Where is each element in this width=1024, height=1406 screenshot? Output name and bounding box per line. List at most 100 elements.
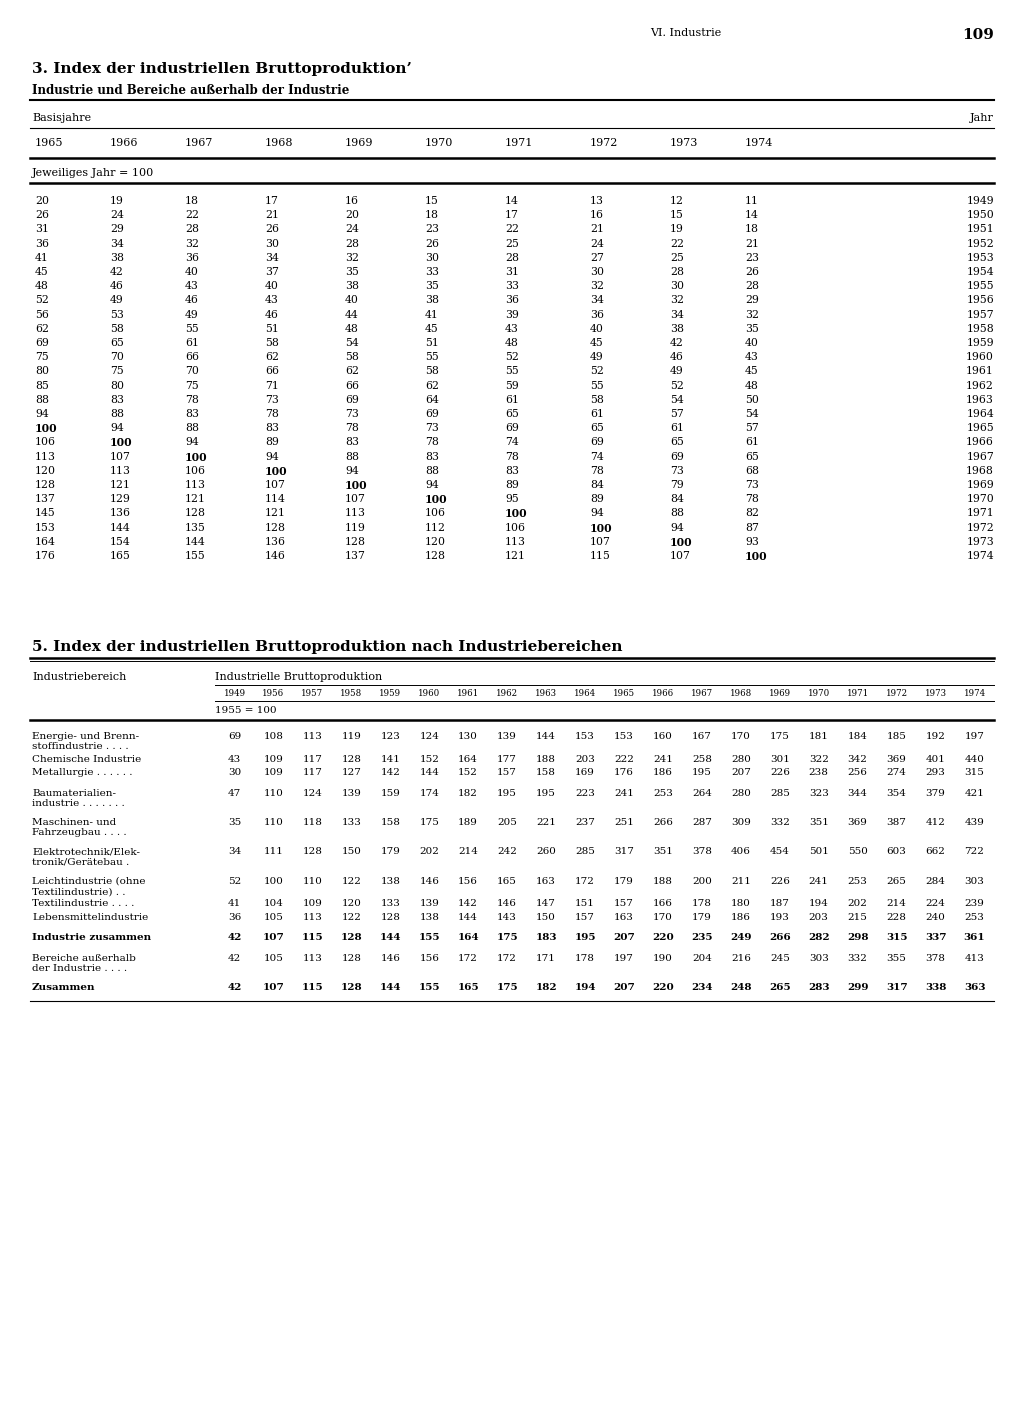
Text: 46: 46 [110,281,124,291]
Text: 75: 75 [110,367,124,377]
Text: 93: 93 [745,537,759,547]
Text: 1959: 1959 [379,689,401,697]
Text: 215: 215 [848,912,867,922]
Text: 106: 106 [425,509,446,519]
Text: 82: 82 [745,509,759,519]
Text: 242: 242 [498,848,517,856]
Text: 73: 73 [345,409,358,419]
Text: 214: 214 [458,848,478,856]
Text: 1962: 1962 [966,381,994,391]
Text: 69: 69 [590,437,604,447]
Text: 65: 65 [110,337,124,349]
Text: 184: 184 [848,733,867,741]
Text: 145: 145 [35,509,55,519]
Text: 106: 106 [35,437,56,447]
Text: 253: 253 [965,912,984,922]
Text: 59: 59 [505,381,519,391]
Text: 120: 120 [341,900,361,908]
Text: 3. Index der industriellen Bruttoproduktion’: 3. Index der industriellen Bruttoprodukt… [32,62,412,76]
Text: 188: 188 [537,755,556,763]
Text: 100: 100 [110,437,133,449]
Text: 70: 70 [110,352,124,363]
Text: 221: 221 [537,818,556,827]
Text: 185: 185 [887,733,906,741]
Text: 54: 54 [670,395,684,405]
Text: 260: 260 [537,848,556,856]
Text: 216: 216 [731,955,751,963]
Text: 20: 20 [345,211,359,221]
Text: 1968: 1968 [966,465,994,475]
Text: 172: 172 [458,955,478,963]
Text: 83: 83 [265,423,279,433]
Text: 61: 61 [185,337,199,349]
Text: 28: 28 [345,239,359,249]
Text: 152: 152 [458,768,478,778]
Text: 344: 344 [848,789,867,797]
Text: 49: 49 [110,295,124,305]
Text: 137: 137 [35,494,56,505]
Text: 66: 66 [265,367,279,377]
Text: 207: 207 [613,984,635,993]
Text: 11: 11 [745,195,759,207]
Text: 1971: 1971 [505,138,534,148]
Text: 121: 121 [185,494,206,505]
Text: 1974: 1974 [967,551,994,561]
Text: 42: 42 [227,934,242,942]
Text: 66: 66 [185,352,199,363]
Text: 24: 24 [110,211,124,221]
Text: 5. Index der industriellen Bruttoproduktion nach Industriebereichen: 5. Index der industriellen Bruttoprodukt… [32,640,623,654]
Text: 40: 40 [345,295,358,305]
Text: 43: 43 [228,755,241,763]
Text: 155: 155 [419,984,440,993]
Text: 1960: 1960 [966,352,994,363]
Text: 1965: 1965 [35,138,63,148]
Text: 94: 94 [110,423,124,433]
Text: 14: 14 [505,195,519,207]
Text: 61: 61 [670,423,684,433]
Text: 57: 57 [670,409,684,419]
Text: 133: 133 [380,900,400,908]
Text: 179: 179 [380,848,400,856]
Text: 177: 177 [498,755,517,763]
Text: 51: 51 [265,323,279,333]
Text: 107: 107 [345,494,366,505]
Text: 113: 113 [35,451,56,461]
Text: 94: 94 [670,523,684,533]
Text: 106: 106 [505,523,526,533]
Text: 234: 234 [691,984,713,993]
Text: 1965: 1965 [613,689,635,697]
Text: 30: 30 [425,253,439,263]
Text: 22: 22 [185,211,199,221]
Text: 146: 146 [380,955,400,963]
Text: 21: 21 [590,225,604,235]
Text: 253: 253 [848,877,867,886]
Text: 379: 379 [926,789,945,797]
Text: 110: 110 [263,789,284,797]
Text: 142: 142 [380,768,400,778]
Text: 186: 186 [731,912,751,922]
Text: 36: 36 [228,912,241,922]
Text: 241: 241 [809,877,828,886]
Text: 401: 401 [926,755,945,763]
Text: 78: 78 [745,494,759,505]
Text: 43: 43 [265,295,279,305]
Text: 1968: 1968 [730,689,752,697]
Text: 30: 30 [265,239,279,249]
Text: 94: 94 [35,409,49,419]
Text: 34: 34 [590,295,604,305]
Text: 351: 351 [809,818,828,827]
Text: 113: 113 [302,955,323,963]
Text: 100: 100 [425,494,447,505]
Text: 128: 128 [302,848,323,856]
Text: 237: 237 [575,818,595,827]
Text: 266: 266 [653,818,673,827]
Text: 94: 94 [345,465,358,475]
Text: 139: 139 [419,900,439,908]
Text: 332: 332 [770,818,790,827]
Text: 78: 78 [590,465,604,475]
Text: 42: 42 [110,267,124,277]
Text: 241: 241 [653,755,673,763]
Text: 1969: 1969 [345,138,374,148]
Text: 57: 57 [745,423,759,433]
Text: Energie- und Brenn-
stoffindustrie . . . .: Energie- und Brenn- stoffindustrie . . .… [32,733,139,751]
